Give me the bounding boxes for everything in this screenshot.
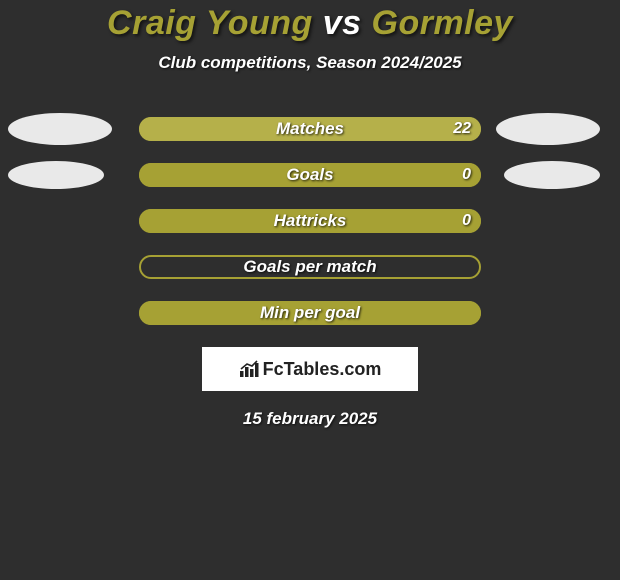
stat-bar: Goals per match: [139, 255, 481, 279]
player2-value-ellipse: [504, 161, 600, 189]
subtitle: Club competitions, Season 2024/2025: [0, 53, 620, 73]
stat-row: Goals0: [0, 163, 620, 187]
stat-right-value: 0: [462, 209, 471, 233]
stat-bar: Goals0: [139, 163, 481, 187]
stat-row: Matches22: [0, 117, 620, 141]
stat-label: Min per goal: [139, 301, 481, 325]
stat-bar: Hattricks0: [139, 209, 481, 233]
vs-text: vs: [323, 4, 362, 42]
brand-label: FcTables.com: [239, 359, 382, 380]
player1-name: Craig Young: [107, 4, 313, 42]
stat-bar: Matches22: [139, 117, 481, 141]
infographic-container: Craig Young vs Gormley Club competitions…: [0, 0, 620, 429]
stat-right-value: 22: [453, 117, 471, 141]
stat-label: Hattricks: [139, 209, 481, 233]
stat-right-value: 0: [462, 163, 471, 187]
date-label: 15 february 2025: [0, 409, 620, 429]
stat-label: Matches: [139, 117, 481, 141]
stat-bar: Min per goal: [139, 301, 481, 325]
chart-icon: [239, 360, 261, 378]
stat-row: Goals per match: [0, 255, 620, 279]
player1-value-ellipse: [8, 161, 104, 189]
stat-label: Goals: [139, 163, 481, 187]
page-title: Craig Young vs Gormley: [0, 4, 620, 43]
stat-label: Goals per match: [139, 255, 481, 279]
brand-text: FcTables.com: [263, 359, 382, 380]
stats-list: Matches22Goals0Hattricks0Goals per match…: [0, 117, 620, 325]
stat-row: Min per goal: [0, 301, 620, 325]
player2-value-ellipse: [496, 113, 600, 145]
player1-value-ellipse: [8, 113, 112, 145]
stat-row: Hattricks0: [0, 209, 620, 233]
brand-box[interactable]: FcTables.com: [202, 347, 418, 391]
player2-name: Gormley: [372, 4, 513, 42]
